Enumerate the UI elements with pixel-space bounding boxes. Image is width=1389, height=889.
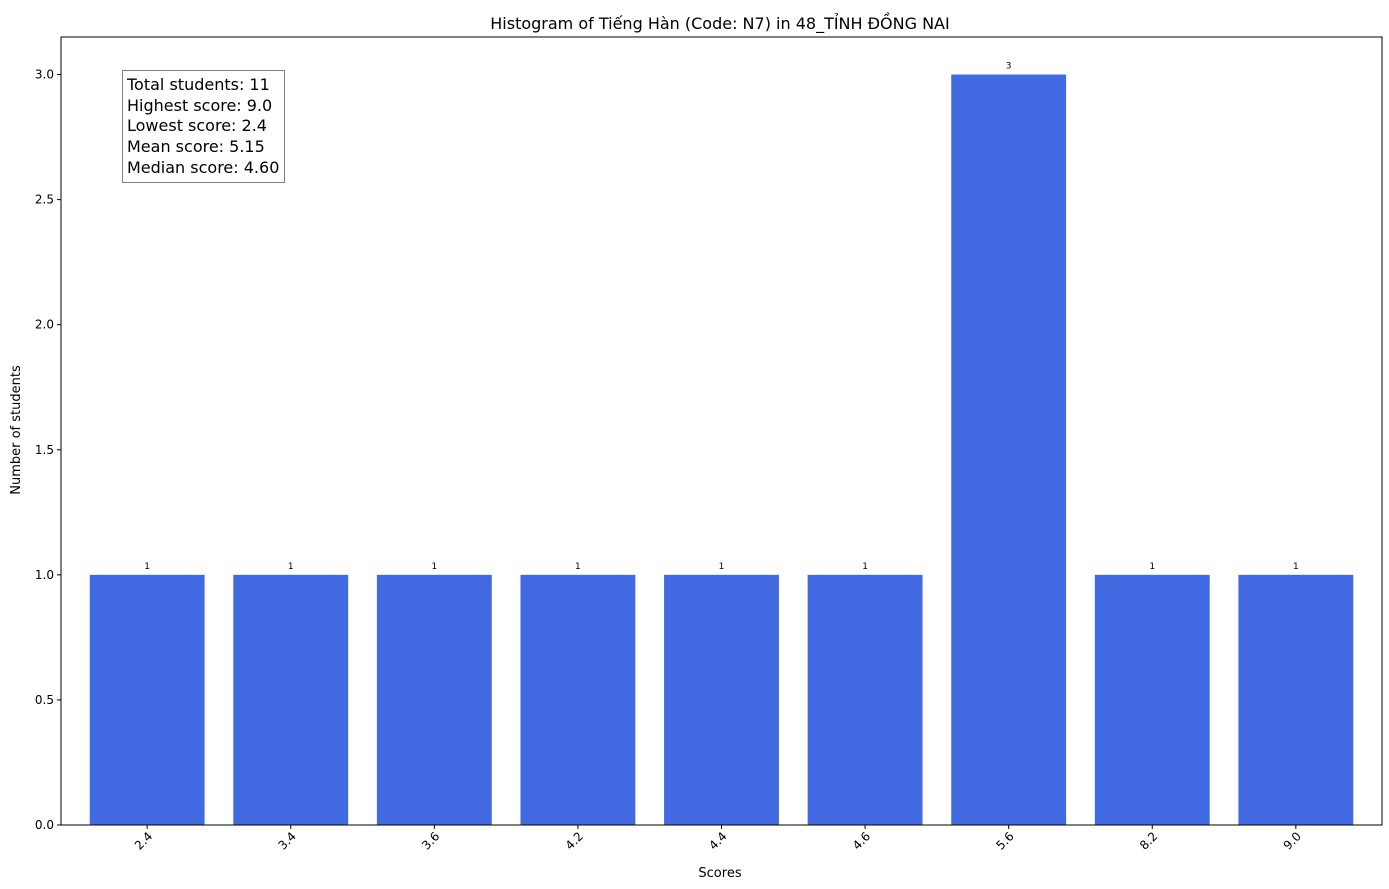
bar-value-label: 1	[1149, 562, 1155, 572]
bar-value-label: 1	[144, 562, 150, 572]
x-tick-label: 9.0	[1281, 829, 1304, 852]
x-axis-label: Scores	[698, 866, 741, 881]
bar	[89, 574, 205, 825]
x-tick-label: 4.2	[563, 829, 586, 852]
bar-value-label: 1	[431, 562, 437, 572]
bar	[233, 574, 349, 825]
x-tick-label: 2.4	[132, 829, 155, 852]
x-tick-label: 3.6	[419, 829, 442, 852]
bar-value-label: 3	[1006, 62, 1012, 72]
y-tick-label: 3.0	[35, 68, 54, 82]
bar-value-label: 1	[575, 562, 581, 572]
x-tick-label: 4.6	[850, 829, 873, 852]
plot-area: 1 1 1 1 1 1 3 1 1 0.0 0.5 1.0 1.5 2.0 2.5 3.0 2.4 3.4 3.6 4…	[35, 36, 1383, 853]
stats-median-score: Median score: 4.60	[127, 157, 280, 177]
stats-box: Total students: 11 Highest score: 9.0 Lo…	[122, 70, 286, 183]
stats-total-students: Total students: 11	[127, 75, 270, 94]
x-tick-label: 5.6	[993, 829, 1016, 852]
x-tick-label: 4.4	[706, 829, 729, 852]
y-tick-label: 2.5	[35, 193, 54, 207]
stats-lowest-score: Lowest score: 2.4	[127, 116, 267, 136]
y-tick-label: 2.0	[35, 318, 54, 332]
y-tick-label: 0.5	[35, 693, 54, 707]
bar	[1094, 574, 1210, 825]
bar	[1238, 574, 1354, 825]
bar	[520, 574, 636, 825]
bar-value-label: 1	[862, 562, 868, 572]
y-tick-label: 1.5	[35, 443, 54, 457]
x-tick-label: 8.2	[1137, 829, 1160, 852]
chart-title: Histogram of Tiếng Hàn (Code: N7) in 48_…	[490, 12, 949, 34]
bar-value-label: 1	[288, 562, 294, 572]
bar	[951, 74, 1067, 826]
bar	[376, 574, 492, 825]
y-tick-label: 1.0	[35, 568, 54, 582]
stats-mean-score: Mean score: 5.15	[127, 137, 265, 157]
bar	[807, 574, 923, 825]
stats-highest-score: Highest score: 9.0	[127, 95, 273, 115]
y-tick-label: 0.0	[35, 818, 54, 832]
bar-value-label: 1	[1293, 562, 1299, 572]
x-tick-label: 3.4	[275, 829, 298, 852]
y-axis-label: Number of students	[9, 365, 24, 495]
bar-value-label: 1	[719, 562, 725, 572]
bar	[664, 574, 779, 825]
